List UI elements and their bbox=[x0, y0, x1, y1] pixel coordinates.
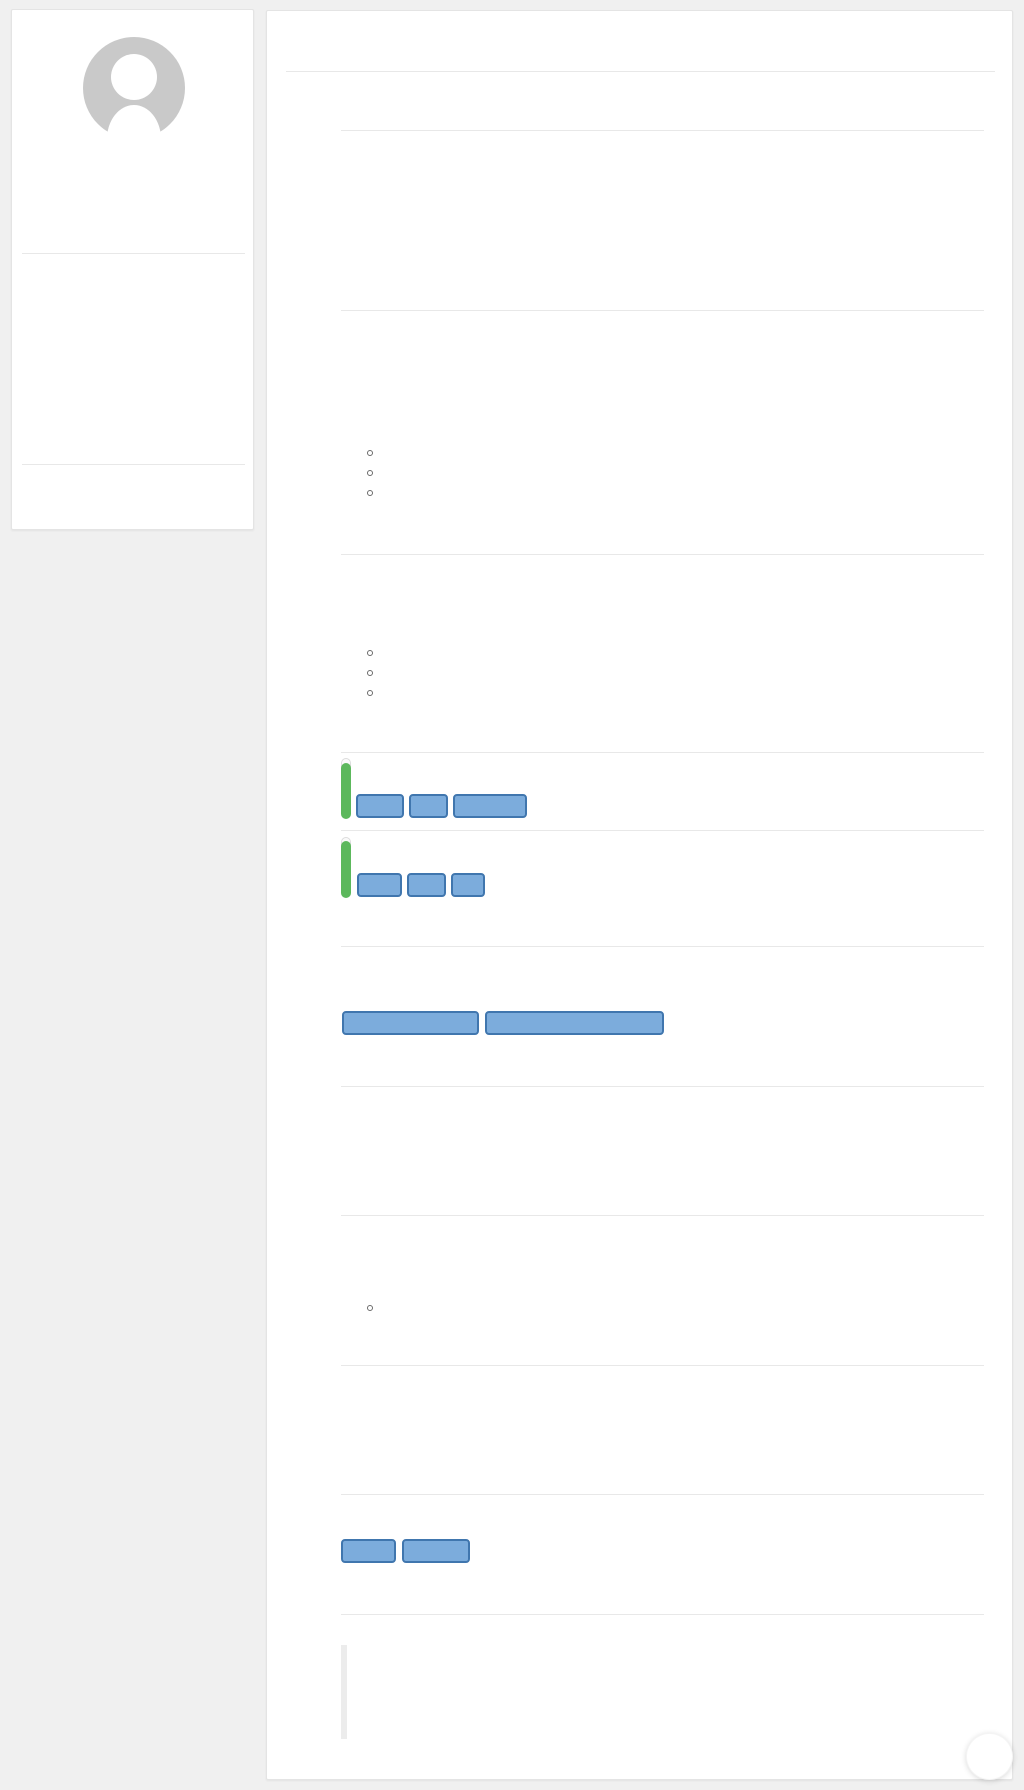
skill-tag bbox=[485, 1011, 664, 1035]
section-divider bbox=[341, 830, 984, 831]
list-bullet bbox=[367, 670, 373, 676]
skill-tag bbox=[356, 794, 404, 818]
section-divider bbox=[341, 752, 984, 753]
skill-tag bbox=[453, 794, 527, 818]
skill-tag bbox=[342, 1011, 479, 1035]
skill-tag bbox=[407, 873, 446, 897]
sidebar-divider bbox=[22, 464, 245, 465]
section-divider bbox=[341, 946, 984, 947]
section-divider bbox=[341, 1365, 984, 1366]
tag-row bbox=[356, 794, 527, 818]
section-divider bbox=[341, 554, 984, 555]
bullet-list bbox=[367, 1305, 373, 1325]
skill-tag bbox=[402, 1539, 470, 1563]
header-divider bbox=[286, 71, 995, 72]
profile-sidebar-card bbox=[11, 9, 254, 530]
tag-row bbox=[342, 1011, 664, 1035]
section-divider bbox=[341, 130, 984, 131]
blockquote-bar bbox=[341, 1645, 347, 1739]
section-divider bbox=[341, 1494, 984, 1495]
list-bullet bbox=[367, 450, 373, 456]
skill-tag bbox=[357, 873, 402, 897]
bullet-list bbox=[367, 650, 373, 710]
list-bullet bbox=[367, 690, 373, 696]
floating-action-button[interactable] bbox=[966, 1733, 1013, 1780]
bullet-list bbox=[367, 450, 373, 510]
list-bullet bbox=[367, 650, 373, 656]
resume-main-card bbox=[266, 10, 1013, 1780]
list-bullet bbox=[367, 490, 373, 496]
tag-row bbox=[341, 1539, 470, 1563]
list-bullet bbox=[367, 1305, 373, 1311]
avatar bbox=[82, 37, 186, 141]
tag-row bbox=[357, 873, 485, 897]
section-divider bbox=[341, 310, 984, 311]
skill-tag bbox=[409, 794, 448, 818]
section-divider bbox=[341, 1086, 984, 1087]
list-bullet bbox=[367, 470, 373, 476]
section-divider bbox=[341, 1215, 984, 1216]
section-divider bbox=[341, 1614, 984, 1615]
timeline-accent-bar bbox=[341, 841, 351, 898]
skill-tag bbox=[341, 1539, 396, 1563]
person-placeholder-icon bbox=[83, 37, 185, 141]
timeline-accent-bar bbox=[341, 763, 351, 819]
skill-tag bbox=[451, 873, 485, 897]
sidebar-divider bbox=[22, 253, 245, 254]
